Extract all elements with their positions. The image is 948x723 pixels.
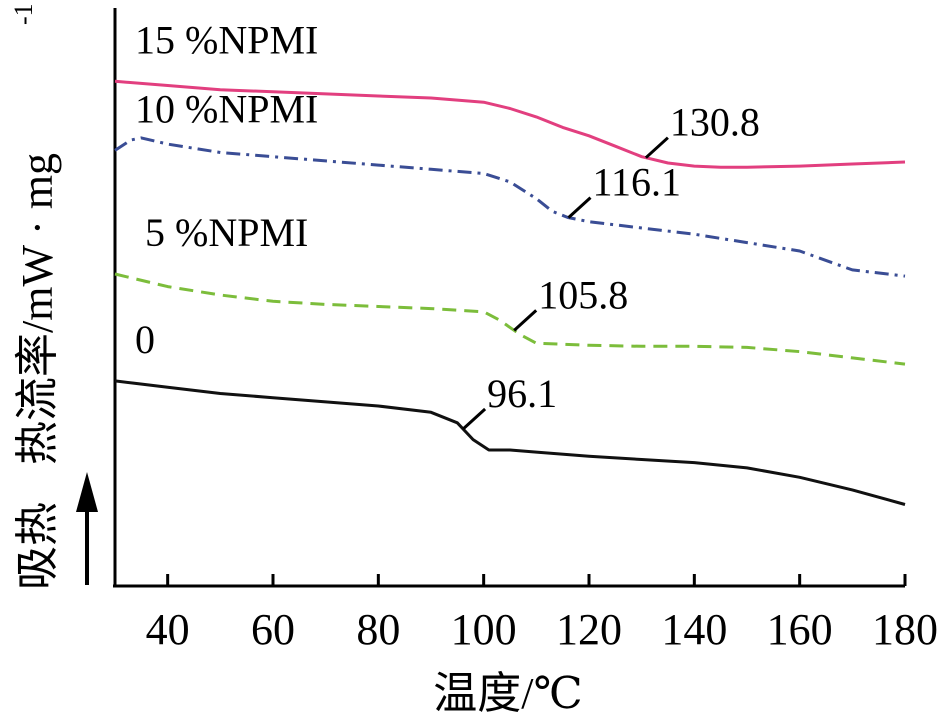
series-label-0: 0 [135, 317, 155, 362]
transition-label-5-npmi: 105.8 [538, 272, 628, 317]
transition-label-0: 96.1 [487, 371, 557, 416]
transition-label-10-npmi: 116.1 [593, 160, 682, 205]
y-axis-unit-exponent: -1 [9, 3, 38, 25]
x-tick-label: 160 [767, 605, 833, 654]
x-tick-label: 40 [146, 605, 190, 654]
series-line-0 [114, 379, 906, 506]
series-label-10-npmi: 10 %NPMI [135, 86, 318, 131]
series-label-15-npmi: 15 %NPMI [135, 17, 318, 62]
transition-label-15-npmi: 130.8 [670, 100, 760, 145]
x-tick-label: 80 [356, 605, 400, 654]
transition-leader-0 [462, 407, 487, 431]
series-line-10-npmi [114, 136, 906, 278]
transition-leader-5-npmi [513, 309, 538, 332]
x-tick-label: 100 [451, 605, 517, 654]
series-line-5-npmi [114, 272, 906, 366]
transition-leader-10-npmi [567, 196, 592, 219]
y-axis-endo-label: 吸热 [13, 502, 62, 590]
x-tick-label: 60 [251, 605, 295, 654]
x-tick-label: 140 [661, 605, 727, 654]
x-tick-label: 120 [556, 605, 622, 654]
series-line-15-npmi [114, 79, 906, 169]
y-axis-title: 热流率/mW · mg [13, 153, 62, 465]
transition-leader-15-npmi [644, 136, 669, 159]
x-tick-label: 180 [872, 605, 938, 654]
endotherm-arrow-icon [76, 472, 98, 585]
series-label-5-npmi: 5 %NPMI [145, 210, 308, 255]
x-axis-title: 温度/℃ [433, 669, 582, 718]
